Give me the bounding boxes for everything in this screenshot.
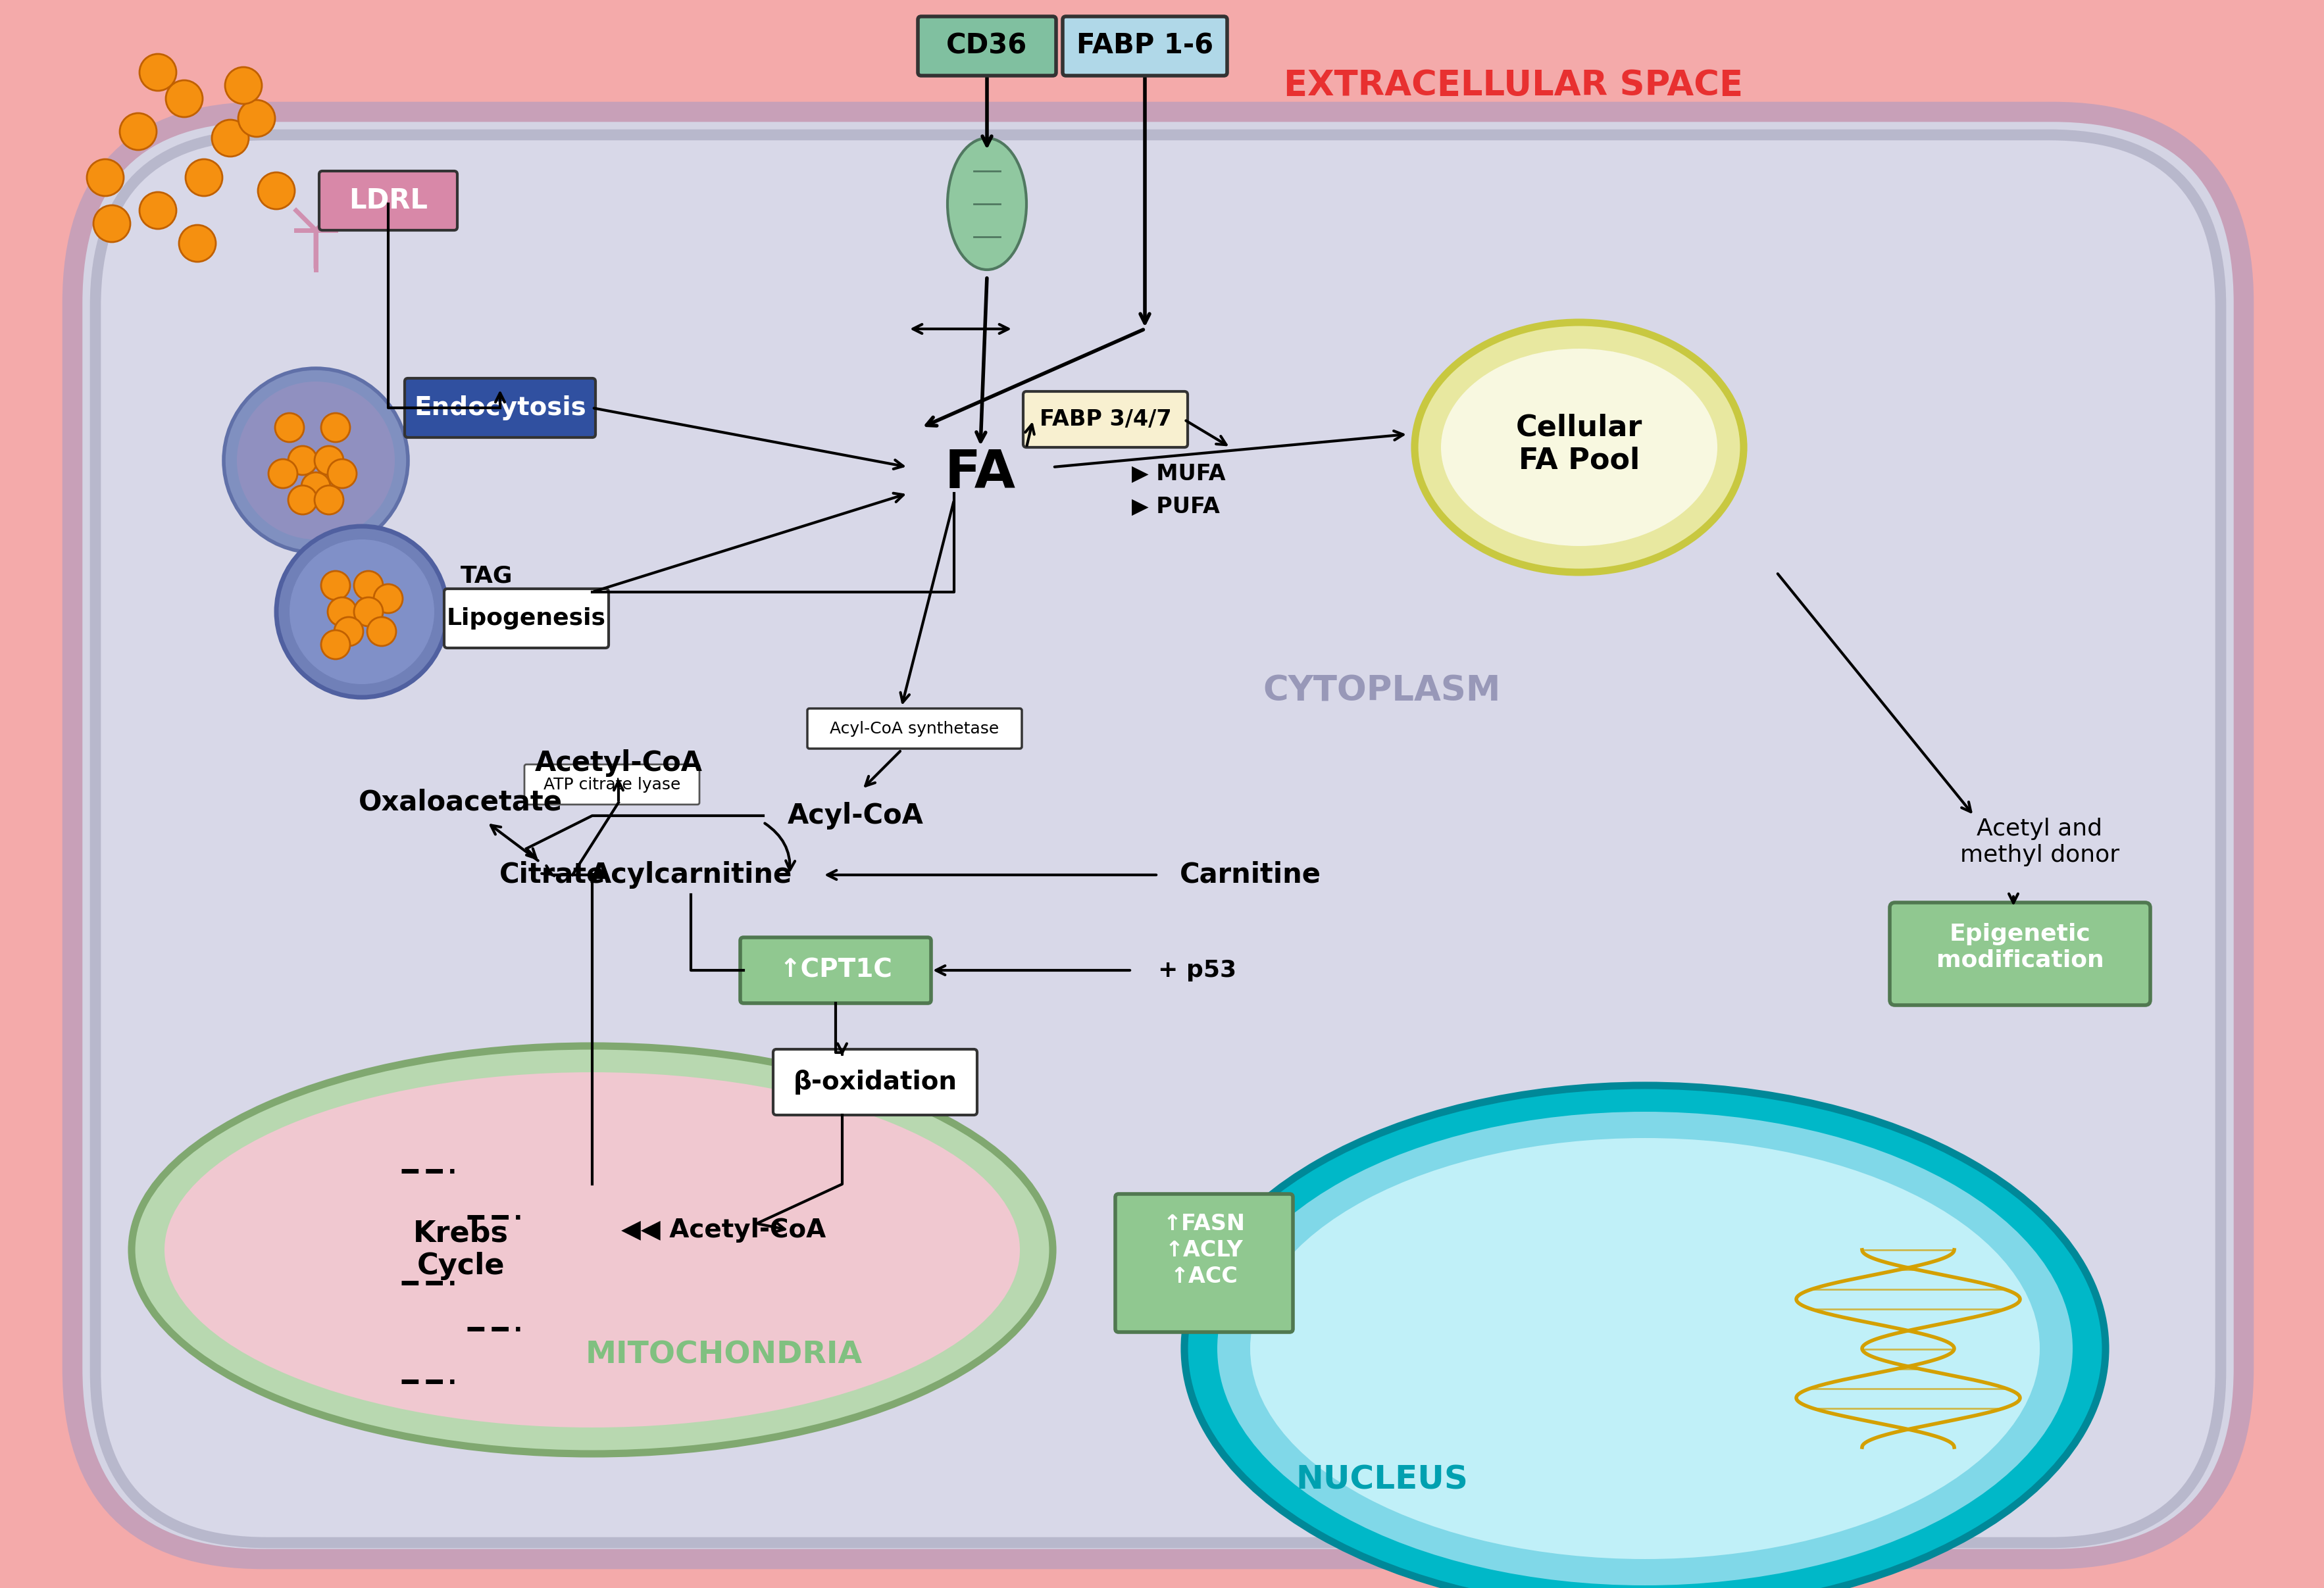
Circle shape [270,459,297,488]
FancyBboxPatch shape [404,378,595,437]
Text: ↑FASN: ↑FASN [1162,1213,1246,1234]
Text: β-oxidation: β-oxidation [792,1070,957,1094]
Circle shape [321,630,351,659]
Circle shape [335,618,363,646]
Circle shape [121,113,156,149]
Circle shape [225,67,263,103]
Text: ATP citrate lyase: ATP citrate lyase [544,777,681,792]
Text: Acylcarnitine: Acylcarnitine [590,861,792,889]
FancyBboxPatch shape [525,764,700,805]
Text: CD36: CD36 [946,32,1027,60]
Ellipse shape [1415,322,1743,572]
Circle shape [374,584,402,613]
Text: Endocytosis: Endocytosis [414,395,586,421]
Text: Lipogenesis: Lipogenesis [446,607,607,629]
Circle shape [288,486,316,515]
Text: FABP 3/4/7: FABP 3/4/7 [1039,408,1171,430]
FancyBboxPatch shape [774,1050,976,1115]
Text: + p53: + p53 [1157,959,1236,981]
Circle shape [139,54,177,91]
Circle shape [211,119,249,157]
Text: Citrate: Citrate [500,861,607,889]
Text: CYTOPLASM: CYTOPLASM [1262,673,1501,708]
Circle shape [321,413,351,441]
FancyBboxPatch shape [918,16,1055,76]
Text: ↑CPT1C: ↑CPT1C [779,958,892,983]
Text: Acyl-CoA synthetase: Acyl-CoA synthetase [830,721,999,737]
Text: ↑ACLY: ↑ACLY [1164,1239,1243,1261]
Text: NUCLEUS: NUCLEUS [1294,1464,1469,1496]
Text: FA Pool: FA Pool [1518,446,1641,475]
FancyBboxPatch shape [806,708,1023,748]
Text: Carnitine: Carnitine [1181,861,1320,889]
Circle shape [353,597,383,626]
Circle shape [237,100,274,137]
Circle shape [314,446,344,475]
Text: Acyl-CoA: Acyl-CoA [788,802,923,829]
Text: ▶ PUFA: ▶ PUFA [1132,495,1220,518]
Circle shape [288,446,316,475]
Circle shape [186,159,223,195]
Text: ▶ MUFA: ▶ MUFA [1132,462,1225,484]
Circle shape [321,572,351,600]
Circle shape [274,413,304,441]
Circle shape [223,368,409,553]
Circle shape [353,572,383,600]
Text: LDRL: LDRL [349,187,428,214]
Circle shape [302,472,330,502]
Ellipse shape [948,138,1027,270]
FancyBboxPatch shape [1023,391,1188,448]
Ellipse shape [1185,1086,2106,1588]
Text: EXTRACELLULAR SPACE: EXTRACELLULAR SPACE [1283,68,1743,103]
Circle shape [86,159,123,195]
Text: ◀◀ Acetyl-CoA: ◀◀ Acetyl-CoA [621,1218,825,1243]
Circle shape [139,192,177,229]
FancyBboxPatch shape [1062,16,1227,76]
Text: Epigenetic: Epigenetic [1950,923,2092,945]
Circle shape [290,540,435,684]
Circle shape [367,618,395,646]
Text: FABP 1-6: FABP 1-6 [1076,32,1213,60]
Circle shape [328,597,356,626]
Text: Oxaloacetate: Oxaloacetate [358,789,562,816]
Circle shape [328,459,356,488]
Text: TAG: TAG [460,564,514,588]
Circle shape [277,526,449,697]
FancyBboxPatch shape [741,937,932,1004]
Text: FA: FA [946,448,1016,499]
FancyBboxPatch shape [1116,1194,1292,1332]
Text: Acetyl and
methyl donor: Acetyl and methyl donor [1959,818,2119,865]
Ellipse shape [165,1072,1020,1428]
FancyBboxPatch shape [79,119,2238,1553]
FancyBboxPatch shape [1889,902,2150,1005]
Text: Krebs
Cycle: Krebs Cycle [414,1220,509,1280]
Text: ↑ACC: ↑ACC [1171,1266,1239,1286]
Circle shape [258,173,295,210]
Text: Cellular: Cellular [1515,413,1643,441]
Text: Acetyl-CoA: Acetyl-CoA [535,750,702,777]
Circle shape [93,205,130,241]
Circle shape [179,225,216,262]
Ellipse shape [132,1046,1053,1453]
FancyBboxPatch shape [318,172,458,230]
Ellipse shape [1218,1112,2073,1585]
Circle shape [314,486,344,515]
Ellipse shape [1441,349,1717,546]
FancyBboxPatch shape [95,135,2222,1542]
Circle shape [165,81,202,118]
Text: MITOCHONDRIA: MITOCHONDRIA [586,1340,862,1370]
Circle shape [237,381,395,540]
FancyBboxPatch shape [444,589,609,648]
Text: modification: modification [1936,950,2103,972]
Ellipse shape [1250,1139,2040,1559]
